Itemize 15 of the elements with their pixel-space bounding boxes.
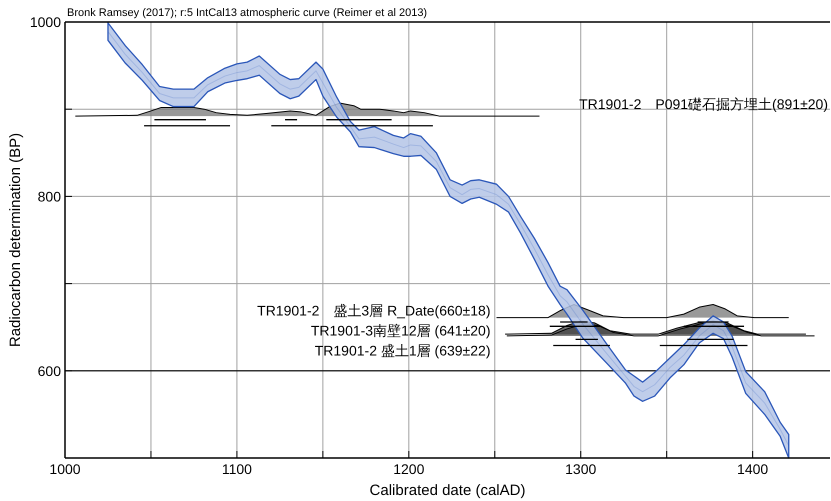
x-tick-label: 1200 xyxy=(393,461,425,477)
y-tick-label: 600 xyxy=(38,362,62,379)
annotation: TR1901-2 P091礎石掘方埋土(891±20) xyxy=(579,96,828,112)
x-tick-label: 1000 xyxy=(49,461,81,477)
y-tick-label: 1000 xyxy=(30,14,62,30)
y-tick-label: 800 xyxy=(38,188,62,204)
annotation: TR1901-3南壁12層 (641±20) xyxy=(310,322,490,339)
x-axis-title: Calibrated date (calAD) xyxy=(370,482,526,499)
annotation: TR1901-2 盛土1層 (639±22) xyxy=(314,342,490,359)
x-tick-label: 1100 xyxy=(222,461,252,477)
x-tick-label: 1300 xyxy=(565,461,597,477)
text: Bronk Ramsey (2017); r:5 IntCal13 atmospheric curve (Reimer et al 2013) xyxy=(67,7,428,19)
x-tick-label: 1400 xyxy=(737,461,768,477)
annotation: TR1901-2 盛土3層 R_Date(660±18) xyxy=(257,302,490,319)
y-axis-title: Radiocarbon determination (BP) xyxy=(7,132,24,348)
